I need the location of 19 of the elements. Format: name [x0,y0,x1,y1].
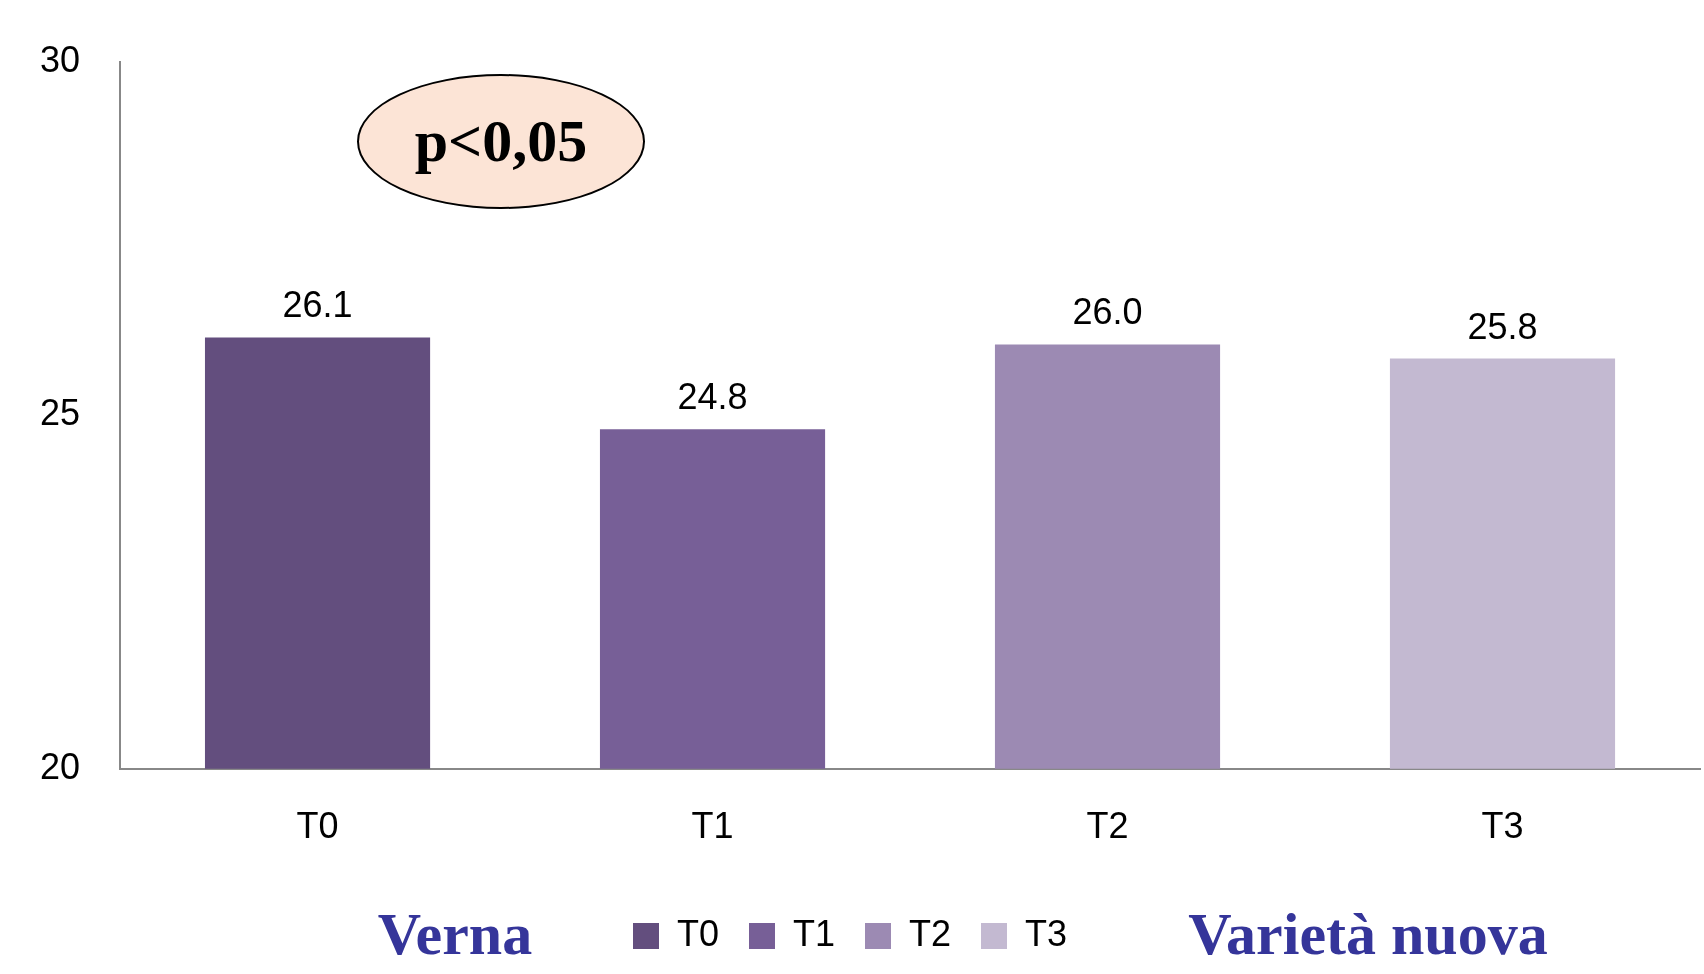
x-tick-label: T3 [1481,805,1524,847]
x-tick-label: T1 [691,805,734,847]
x-tick-label: T2 [1086,805,1129,847]
data-label: 24.8 [677,376,748,418]
y-tick-label: 20 [40,745,81,787]
ellipse-outline: p<0,05 [357,74,645,209]
legend-label: T0 [676,912,719,954]
legend-label: T2 [909,912,952,954]
y-tick-label: 25 [40,392,81,434]
data-label: 25.8 [1467,305,1538,347]
y-tick-label: 30 [40,38,81,80]
annotation: p<0,05 [414,107,588,176]
data-label: 26.0 [1072,291,1143,333]
data-label: 26.1 [282,284,353,326]
text: Verna [377,900,533,969]
legend-label: T1 [792,912,835,954]
x-tick-label: T0 [296,805,339,847]
legend-label: T3 [1025,912,1068,954]
text: Varietà nuova [1188,900,1548,969]
